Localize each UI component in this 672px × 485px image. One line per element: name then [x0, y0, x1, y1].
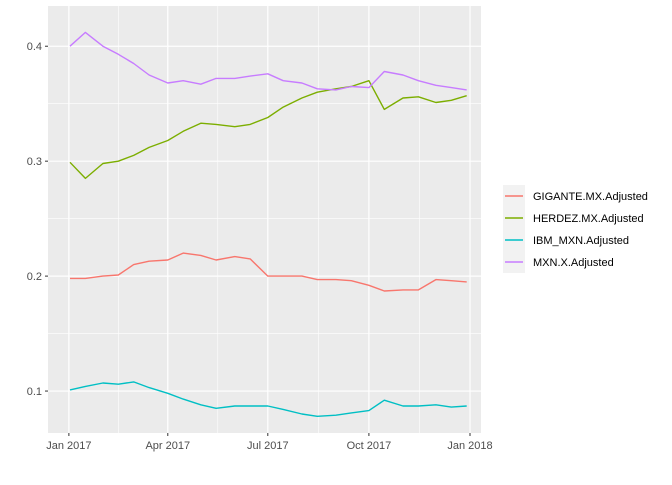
major-gridlines — [48, 6, 481, 433]
series-line — [69, 31, 467, 91]
legend-label: GIGANTE.MX.Adjusted — [533, 191, 648, 203]
series-line — [70, 252, 467, 292]
x-tick-label: Jul 2017 — [247, 440, 289, 452]
panel-background — [48, 6, 481, 433]
x-axis: Jan 2017 Apr 2017 Jul 2017 Oct 2017 Jan 2018 — [46, 433, 493, 452]
x-tick-label: Jan 2017 — [46, 440, 91, 452]
y-tick-label: 0.4 — [27, 41, 42, 53]
y-tick-label: 0.2 — [27, 271, 42, 283]
series-line — [69, 79, 467, 180]
series-lines — [69, 31, 467, 417]
legend: GIGANTE.MX.Adjusted HERDEZ.MX.Adjusted IBM… — [503, 185, 648, 273]
x-tick-label: Jan 2018 — [447, 440, 492, 452]
y-tick-label: 0.3 — [27, 156, 42, 168]
legend-label: IBM_MXN.Adjusted — [533, 235, 629, 247]
y-axis: 0.1 0.2 0.3 0.4 — [27, 41, 48, 398]
series-line — [69, 381, 467, 417]
legend-label: MXN.X.Adjusted — [533, 257, 614, 269]
legend-label: HERDEZ.MX.Adjusted — [533, 213, 644, 225]
y-tick-label: 0.1 — [27, 386, 42, 398]
x-tick-label: Oct 2017 — [347, 440, 392, 452]
x-tick-label: Apr 2017 — [145, 440, 190, 452]
minor-gridlines — [48, 6, 481, 433]
